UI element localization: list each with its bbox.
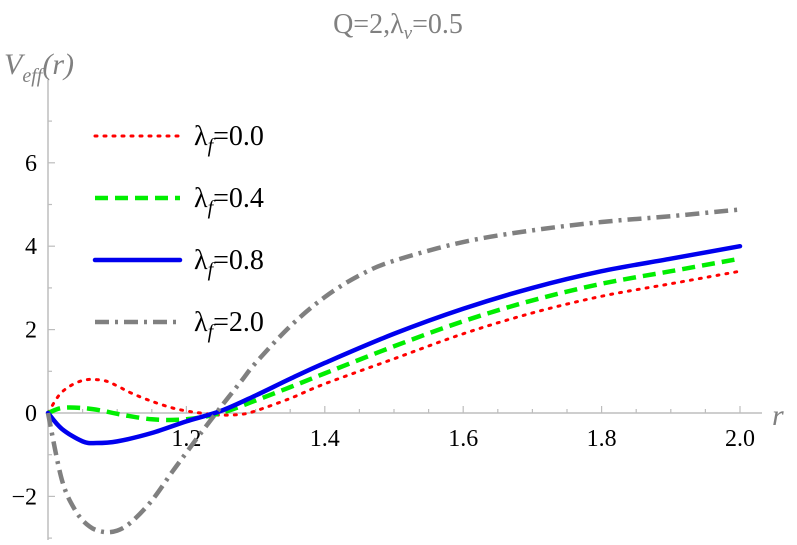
y-tick-label: 2: [25, 318, 37, 344]
x-tick-label: 2.0: [725, 426, 755, 452]
y-tick-label: −2: [11, 484, 37, 510]
legend-label-0: λf=0.0: [194, 121, 264, 157]
series-group: [45, 207, 743, 535]
x-tick-label: 1.4: [310, 426, 340, 452]
x-axis-label: r: [772, 399, 784, 432]
chart-title: Q=2,λv=0.5: [333, 9, 463, 44]
series-line-0: [46, 269, 742, 417]
legend-label-3: λf=2.0: [194, 307, 264, 343]
y-tick-label: 0: [25, 401, 37, 427]
legend: λf=0.0 λf=0.4 λf=0.8 λf=2.0: [92, 121, 264, 343]
series-line-2: [45, 243, 743, 446]
x-tick-label: 1.8: [587, 426, 617, 452]
y-axis-label: Veff(r): [4, 48, 74, 87]
x-tick-label: 1.6: [448, 426, 478, 452]
legend-label-1: λf=0.4: [194, 183, 264, 219]
series-line-1: [47, 256, 741, 423]
y-tick-label: 4: [25, 234, 37, 260]
legend-label-2: λf=0.8: [194, 245, 264, 281]
series-line-3: [45, 207, 741, 535]
y-ticks: −2 0 2 4 6: [11, 120, 55, 539]
y-tick-label: 6: [25, 151, 37, 177]
x-tick-label: 1.2: [171, 426, 201, 452]
